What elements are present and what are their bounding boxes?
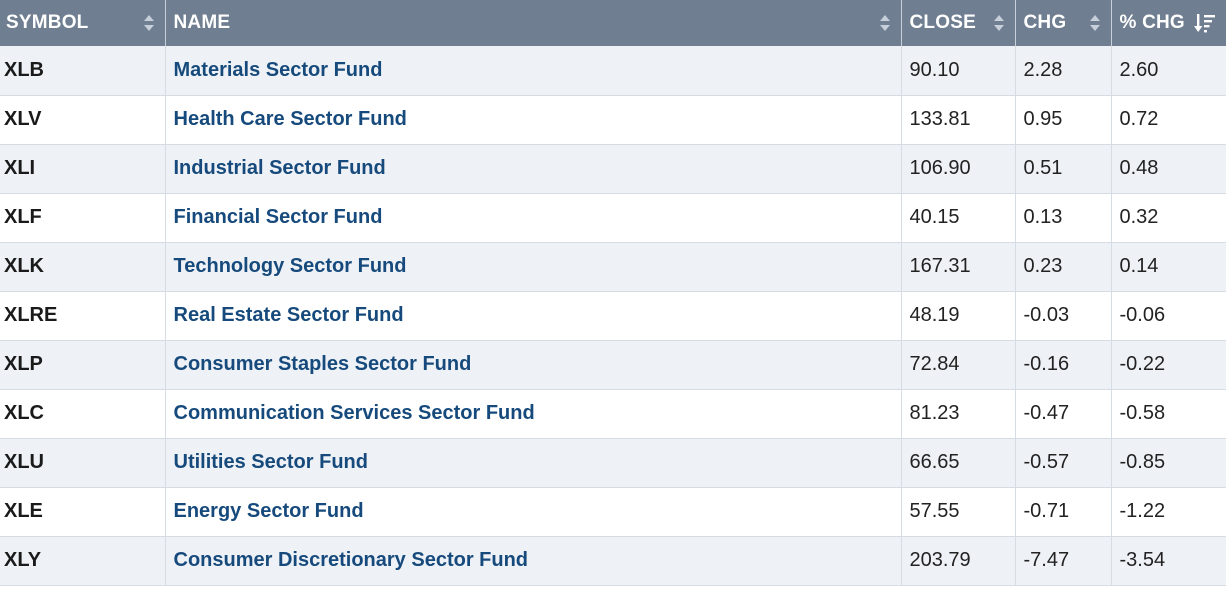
symbol-cell: XLI xyxy=(0,144,166,194)
chg-cell: 0.95 xyxy=(1015,95,1112,145)
column-header-label: NAME xyxy=(173,12,231,33)
sort-both-icon xyxy=(993,15,1004,31)
column-header-symbol[interactable]: SYMBOL xyxy=(0,0,166,46)
close-cell: 72.84 xyxy=(901,340,1016,390)
chg-cell: 0.51 xyxy=(1015,144,1112,194)
name-cell: Utilities Sector Fund xyxy=(165,438,902,488)
pct-chg-cell: -0.22 xyxy=(1111,340,1226,390)
pct-chg-cell: 0.48 xyxy=(1111,144,1226,194)
column-header-label: SYMBOL xyxy=(6,12,89,33)
fund-name-link[interactable]: Technology Sector Fund xyxy=(173,255,407,277)
sort-both-icon xyxy=(143,15,154,31)
fund-name-link[interactable]: Consumer Staples Sector Fund xyxy=(173,353,472,375)
column-header-pct-chg[interactable]: % CHG xyxy=(1111,0,1226,46)
chg-cell: 2.28 xyxy=(1015,46,1112,96)
symbol-cell: XLE xyxy=(0,487,166,537)
table-row: XLU Utilities Sector Fund 66.65 -0.57 -0… xyxy=(0,438,1226,488)
pct-chg-cell: 0.14 xyxy=(1111,242,1226,292)
pct-chg-cell: -1.22 xyxy=(1111,487,1226,537)
column-header-name[interactable]: NAME xyxy=(165,0,902,46)
name-cell: Consumer Staples Sector Fund xyxy=(165,340,902,390)
sort-both-icon xyxy=(879,15,890,31)
close-cell: 90.10 xyxy=(901,46,1016,96)
table-row: XLY Consumer Discretionary Sector Fund 2… xyxy=(0,536,1226,586)
header-row: SYMBOL NAME CLOSE CHG xyxy=(0,0,1226,46)
fund-name-link[interactable]: Communication Services Sector Fund xyxy=(173,402,535,424)
name-cell: Communication Services Sector Fund xyxy=(165,389,902,439)
table-row: XLP Consumer Staples Sector Fund 72.84 -… xyxy=(0,340,1226,390)
table-row: XLI Industrial Sector Fund 106.90 0.51 0… xyxy=(0,144,1226,194)
name-cell: Materials Sector Fund xyxy=(165,46,902,96)
chg-cell: 0.23 xyxy=(1015,242,1112,292)
table-row: XLB Materials Sector Fund 90.10 2.28 2.6… xyxy=(0,46,1226,96)
column-header-chg[interactable]: CHG xyxy=(1015,0,1112,46)
pct-chg-cell: -0.58 xyxy=(1111,389,1226,439)
table-body: XLB Materials Sector Fund 90.10 2.28 2.6… xyxy=(0,46,1226,586)
close-cell: 133.81 xyxy=(901,95,1016,145)
chg-cell: -0.57 xyxy=(1015,438,1112,488)
fund-name-link[interactable]: Industrial Sector Fund xyxy=(173,157,386,179)
close-cell: 203.79 xyxy=(901,536,1016,586)
close-cell: 40.15 xyxy=(901,193,1016,243)
chg-cell: -0.71 xyxy=(1015,487,1112,537)
name-cell: Energy Sector Fund xyxy=(165,487,902,537)
chg-cell: -0.47 xyxy=(1015,389,1112,439)
table-row: XLE Energy Sector Fund 57.55 -0.71 -1.22 xyxy=(0,487,1226,537)
pct-chg-cell: -0.85 xyxy=(1111,438,1226,488)
chg-cell: 0.13 xyxy=(1015,193,1112,243)
fund-name-link[interactable]: Health Care Sector Fund xyxy=(173,108,407,130)
column-header-label: % CHG xyxy=(1119,12,1185,33)
table-row: XLF Financial Sector Fund 40.15 0.13 0.3… xyxy=(0,193,1226,243)
column-header-close[interactable]: CLOSE xyxy=(901,0,1016,46)
symbol-cell: XLB xyxy=(0,46,166,96)
fund-name-link[interactable]: Energy Sector Fund xyxy=(173,500,364,522)
fund-name-link[interactable]: Financial Sector Fund xyxy=(173,206,383,228)
name-cell: Industrial Sector Fund xyxy=(165,144,902,194)
table-row: XLV Health Care Sector Fund 133.81 0.95 … xyxy=(0,95,1226,145)
column-header-label: CHG xyxy=(1023,12,1067,33)
sort-both-icon xyxy=(1089,15,1100,31)
close-cell: 106.90 xyxy=(901,144,1016,194)
fund-name-link[interactable]: Materials Sector Fund xyxy=(173,58,383,81)
close-cell: 57.55 xyxy=(901,487,1016,537)
column-header-label: CLOSE xyxy=(909,12,976,33)
pct-chg-cell: -3.54 xyxy=(1111,536,1226,586)
chg-cell: -0.03 xyxy=(1015,291,1112,341)
pct-chg-cell: 0.72 xyxy=(1111,95,1226,145)
fund-name-link[interactable]: Consumer Discretionary Sector Fund xyxy=(173,549,529,571)
symbol-cell: XLU xyxy=(0,438,166,488)
sort-descending-icon xyxy=(1194,14,1215,33)
pct-chg-cell: 0.32 xyxy=(1111,193,1226,243)
symbol-cell: XLF xyxy=(0,193,166,243)
table-row: XLK Technology Sector Fund 167.31 0.23 0… xyxy=(0,242,1226,292)
table-row: XLC Communication Services Sector Fund 8… xyxy=(0,389,1226,439)
pct-chg-cell: 2.60 xyxy=(1111,46,1226,96)
symbol-cell: XLK xyxy=(0,242,166,292)
close-cell: 48.19 xyxy=(901,291,1016,341)
name-cell: Health Care Sector Fund xyxy=(165,95,902,145)
fund-name-link[interactable]: Utilities Sector Fund xyxy=(173,451,368,473)
name-cell: Real Estate Sector Fund xyxy=(165,291,902,341)
symbol-cell: XLP xyxy=(0,340,166,390)
close-cell: 66.65 xyxy=(901,438,1016,488)
close-cell: 167.31 xyxy=(901,242,1016,292)
close-cell: 81.23 xyxy=(901,389,1016,439)
name-cell: Technology Sector Fund xyxy=(165,242,902,292)
fund-name-link[interactable]: Real Estate Sector Fund xyxy=(173,304,404,326)
chg-cell: -0.16 xyxy=(1015,340,1112,390)
chg-cell: -7.47 xyxy=(1015,536,1112,586)
symbol-cell: XLV xyxy=(0,95,166,145)
table-row: XLRE Real Estate Sector Fund 48.19 -0.03… xyxy=(0,291,1226,341)
symbol-cell: XLC xyxy=(0,389,166,439)
pct-chg-cell: -0.06 xyxy=(1111,291,1226,341)
table-header: SYMBOL NAME CLOSE CHG xyxy=(0,0,1226,46)
name-cell: Financial Sector Fund xyxy=(165,193,902,243)
symbol-cell: XLY xyxy=(0,536,166,586)
symbol-cell: XLRE xyxy=(0,291,166,341)
name-cell: Consumer Discretionary Sector Fund xyxy=(165,536,902,586)
